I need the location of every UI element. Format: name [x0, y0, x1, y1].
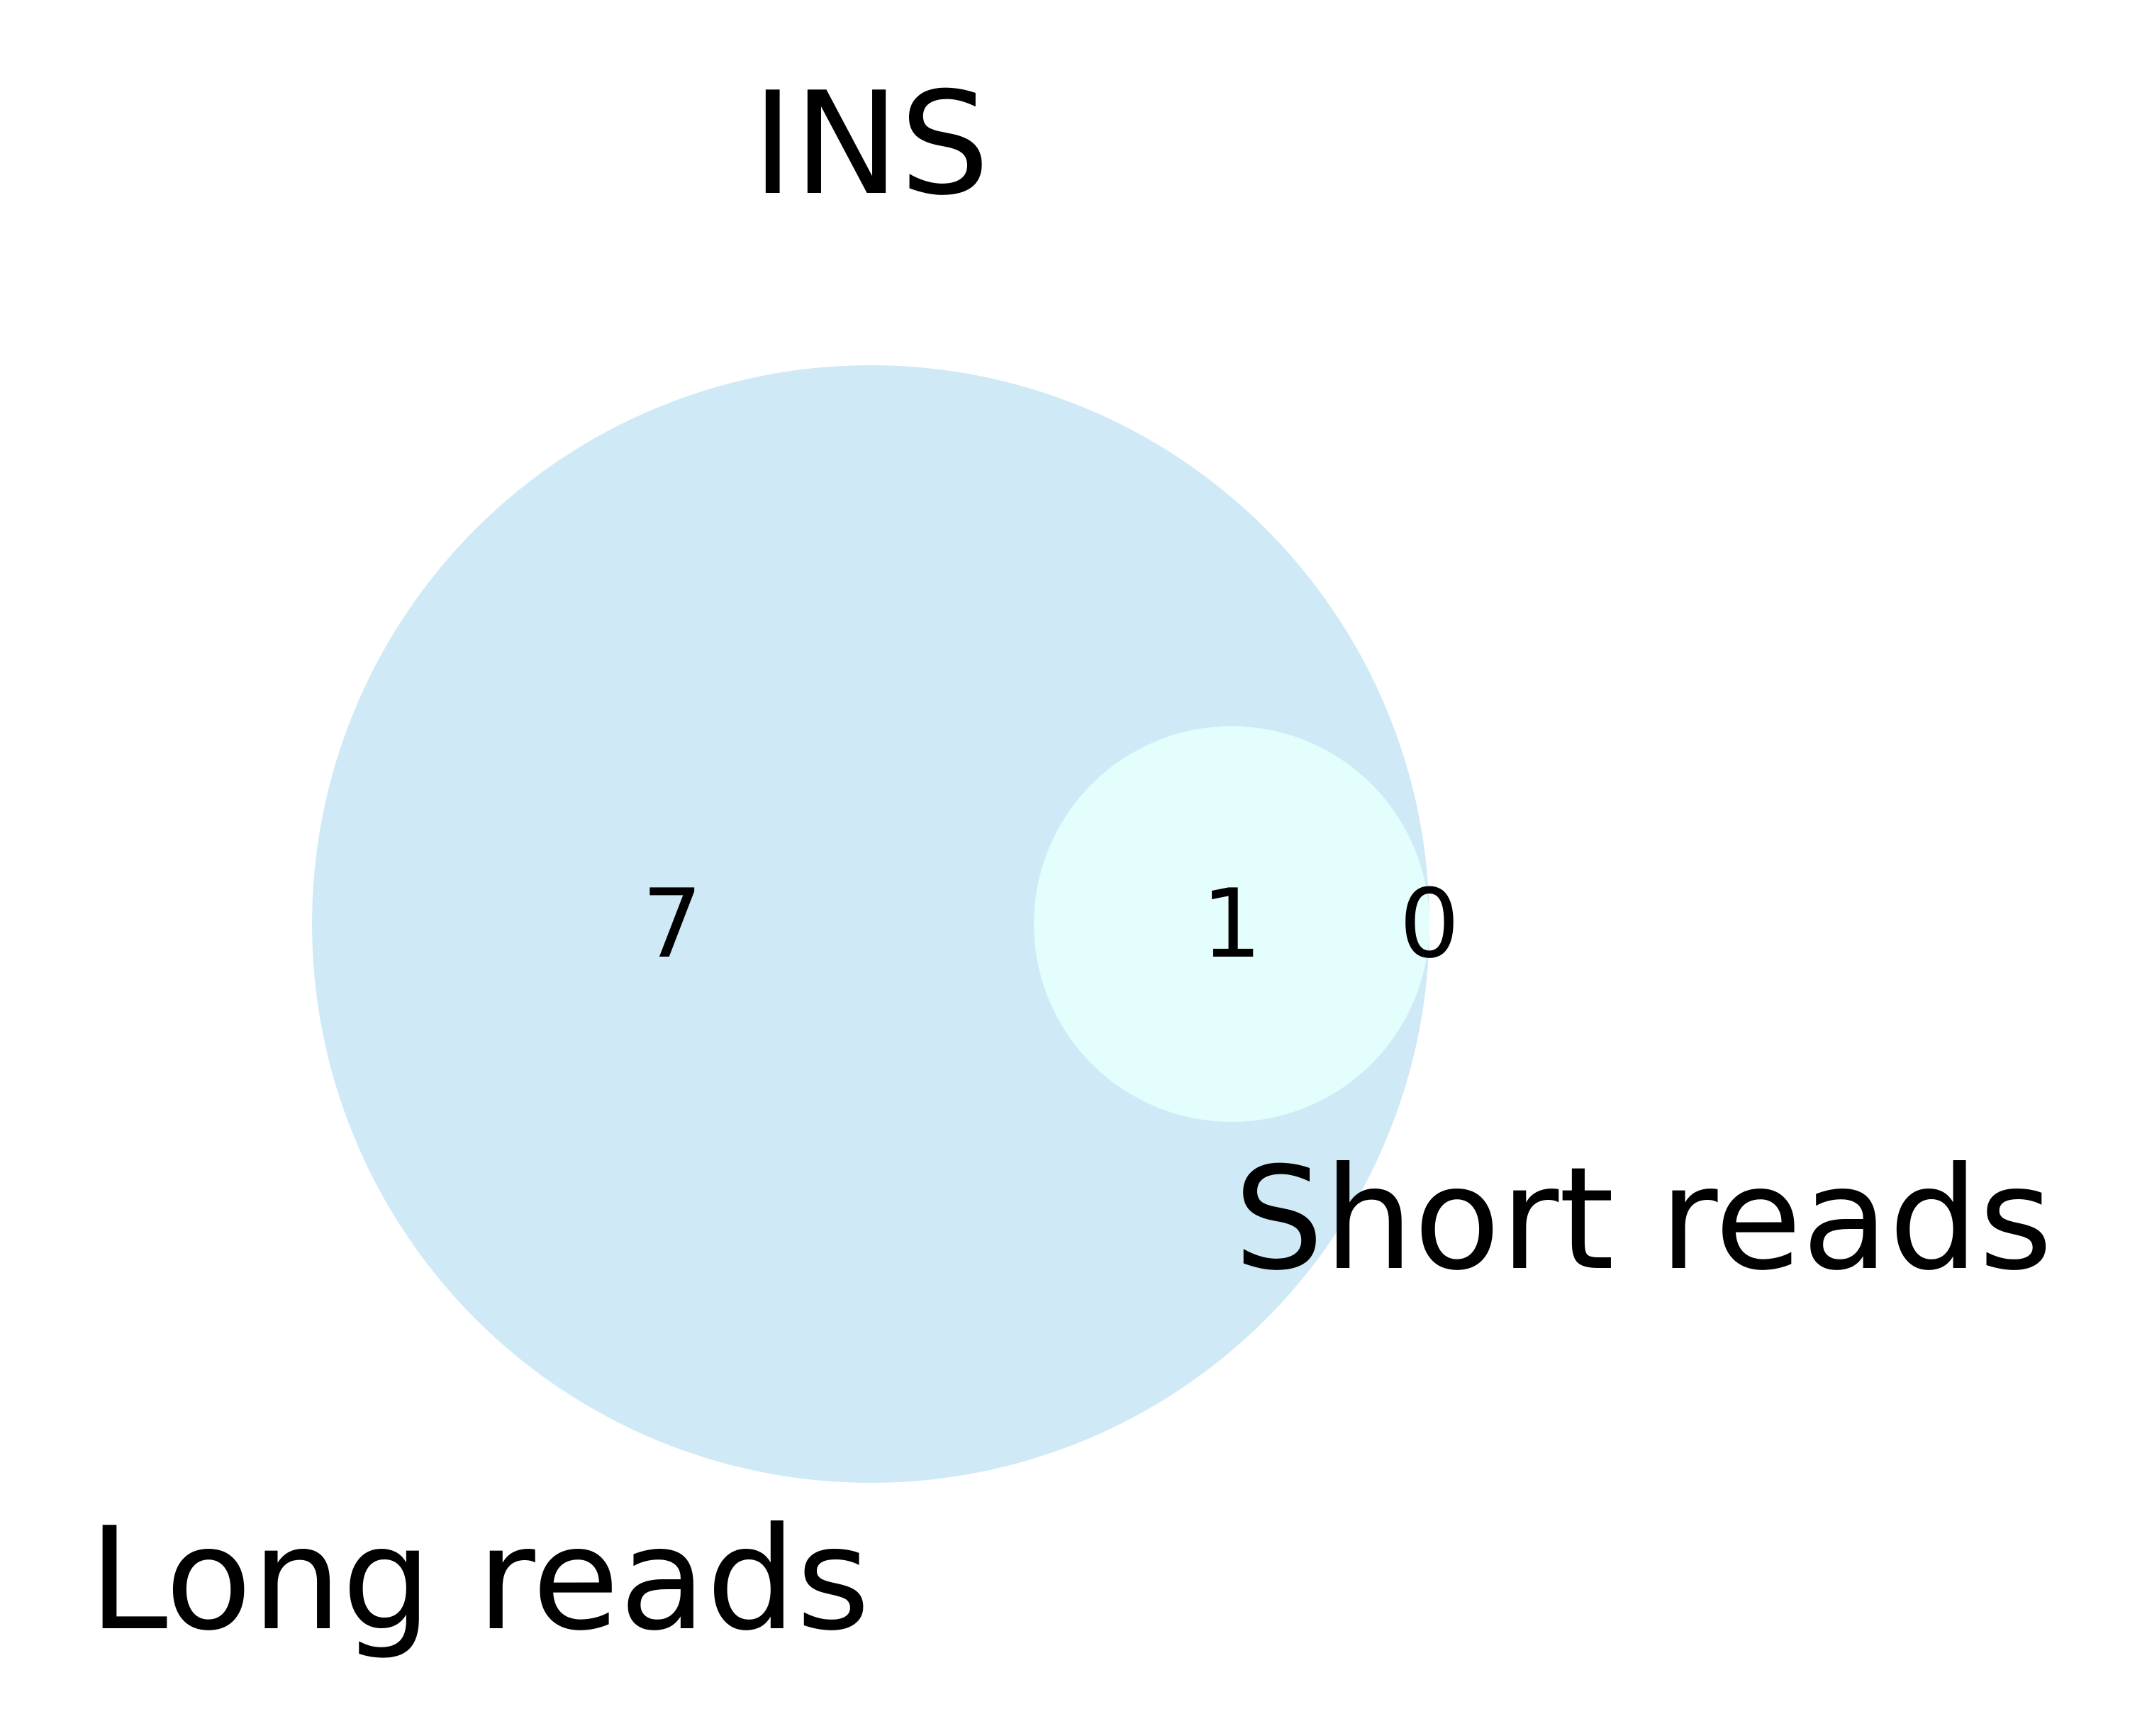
- short-only-count: 0: [1399, 869, 1459, 979]
- intersection-count: 1: [1201, 869, 1261, 979]
- diagram-title: INS: [752, 62, 990, 227]
- short-reads-label: Short reads: [1234, 1137, 2053, 1302]
- short-reads-circle: [1034, 726, 1429, 1122]
- long-only-count: 7: [642, 869, 702, 979]
- long-reads-label: Long reads: [89, 1497, 870, 1662]
- long-reads-circle: [312, 365, 1429, 1483]
